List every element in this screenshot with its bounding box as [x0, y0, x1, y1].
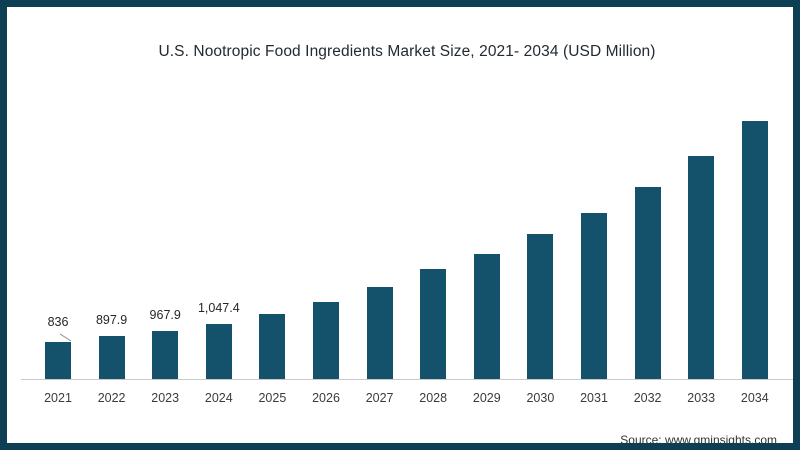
bar-2024	[205, 323, 232, 379]
x-axis-line	[21, 379, 793, 380]
x-axis-label-2028: 2028	[419, 391, 448, 405]
x-axis-label-2021: 2021	[44, 391, 72, 405]
bar-2032	[634, 187, 661, 379]
bar-chart: 2021 836 2022 897.9 2023 967.9 2024 1,047.4 2025…	[7, 7, 793, 443]
data-label-2024: 1,047.4	[197, 300, 240, 315]
x-axis-label-2024: 2024	[204, 391, 233, 405]
data-label-2021: 836	[47, 314, 69, 329]
bar-2022	[98, 336, 125, 379]
bar-2021	[45, 341, 71, 379]
x-axis-label-2029: 2029	[472, 391, 501, 405]
x-axis-label-2031: 2031	[580, 391, 608, 405]
bar-2033	[688, 156, 715, 379]
x-axis-label-2034: 2034	[740, 391, 769, 405]
x-axis-label-2026: 2026	[312, 391, 340, 405]
x-axis-label-2023: 2023	[151, 391, 180, 405]
x-axis-label-2030: 2030	[526, 391, 555, 405]
bar-2023	[152, 330, 179, 379]
bar-2026	[313, 302, 339, 379]
bar-2034	[741, 121, 768, 379]
x-axis-label-2027: 2027	[365, 391, 394, 405]
bar-2028	[420, 269, 447, 379]
bar-2030	[527, 234, 554, 379]
chart-title: U.S. Nootropic Food Ingredients Market S…	[158, 43, 656, 60]
x-axis-label-2032: 2032	[633, 391, 662, 405]
bar-2025	[259, 314, 286, 379]
x-axis-label-2033: 2033	[687, 391, 716, 405]
bar-2027	[366, 287, 393, 379]
leader-line	[59, 333, 72, 342]
bar-2029	[473, 253, 500, 379]
x-axis-label-2022: 2022	[97, 391, 126, 405]
data-label-2023: 967.9	[149, 307, 181, 322]
bar-2031	[581, 212, 607, 379]
source-text: Source: www.gminsights.com	[620, 433, 777, 447]
data-label-2022: 897.9	[95, 313, 128, 328]
x-axis-label-2025: 2025	[258, 391, 287, 405]
